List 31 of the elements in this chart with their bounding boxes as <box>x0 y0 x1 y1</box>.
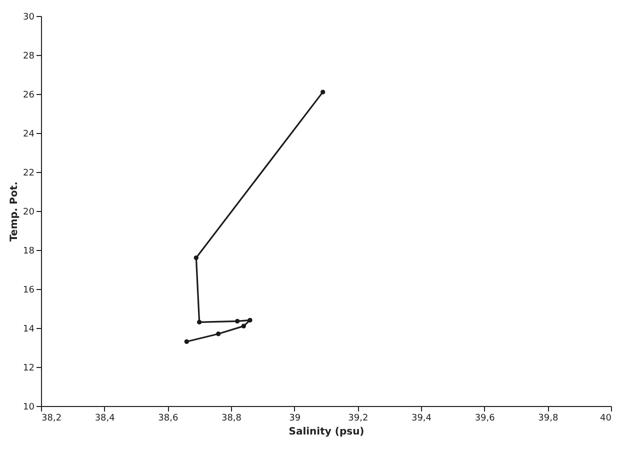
x-axis-title: Salinity (psu) <box>288 426 364 438</box>
point <box>196 320 202 324</box>
x-tick-label: 38,6 <box>158 414 178 424</box>
y-tick-label: 28 <box>23 52 35 62</box>
x-tick-label: 39,2 <box>348 414 368 424</box>
y-axis-title: Temp. Pot. <box>9 182 20 242</box>
point <box>194 255 199 260</box>
point <box>248 318 252 323</box>
x-tick-label: 39,6 <box>474 414 496 424</box>
x-tick-label: 38,2 <box>42 414 62 424</box>
x-tick-label: 40 <box>600 414 612 424</box>
x-tick-label: 38,8 <box>221 414 242 424</box>
point <box>216 332 221 336</box>
y-tick-label: 20 <box>23 208 35 218</box>
point <box>234 318 240 324</box>
y-tick-label: 16 <box>23 286 35 296</box>
x-tick-label: 39 <box>289 414 301 424</box>
y-tick-label: 26 <box>23 90 35 100</box>
y-tick-label: 22 <box>23 168 34 178</box>
y-tick-label: 24 <box>23 130 35 140</box>
y-tick-label: 10 <box>23 402 35 412</box>
y-tick-label: 14 <box>23 324 35 334</box>
x-tick-label: 39,4 <box>411 414 432 424</box>
point <box>184 339 190 344</box>
y-tick-label: 30 <box>23 12 35 22</box>
point <box>320 90 326 94</box>
y-tick-label: 12 <box>23 364 34 374</box>
y-tick-label: 18 <box>23 246 35 256</box>
x-tick-label: 39,8 <box>538 414 558 424</box>
x-tick-label: 38,4 <box>94 414 116 424</box>
point <box>241 324 246 328</box>
